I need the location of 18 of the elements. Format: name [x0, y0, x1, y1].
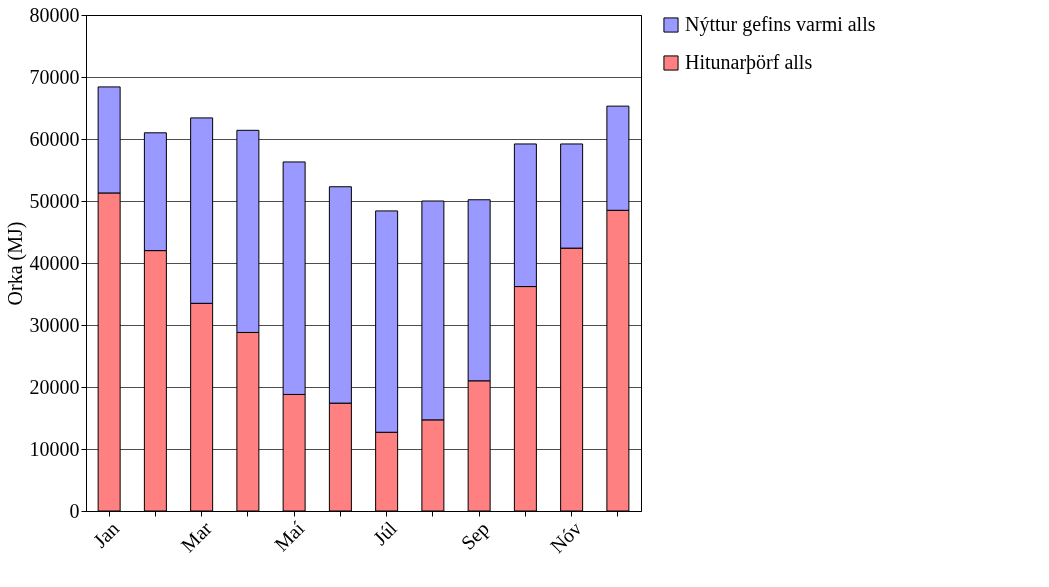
y-tick-label: 60000: [29, 127, 80, 150]
y-tick-label: 0: [69, 499, 80, 522]
x-tick-label: Sep: [456, 517, 494, 555]
legend-label: Hitunarþörf alls: [685, 51, 813, 74]
y-tick-label: 50000: [29, 189, 80, 212]
y-tick-label: 70000: [29, 65, 80, 88]
y-tick-label: 40000: [29, 251, 80, 274]
x-tick-label: Nóv: [545, 517, 586, 557]
y-tick-label: 80000: [29, 3, 80, 26]
y-tick-label: 20000: [29, 375, 80, 398]
y-axis-title: Orka (MJ): [3, 221, 27, 306]
x-tick-label: Mar: [176, 516, 216, 557]
y-tick-label: 30000: [29, 313, 80, 336]
x-tick-label: Jan: [88, 517, 124, 552]
y-tick-label: 10000: [29, 437, 80, 460]
legend-label: Nýttur gefins varmi alls: [685, 13, 876, 36]
x-tick-label: Maí: [269, 516, 309, 556]
x-tick-label: Júl: [368, 516, 402, 550]
